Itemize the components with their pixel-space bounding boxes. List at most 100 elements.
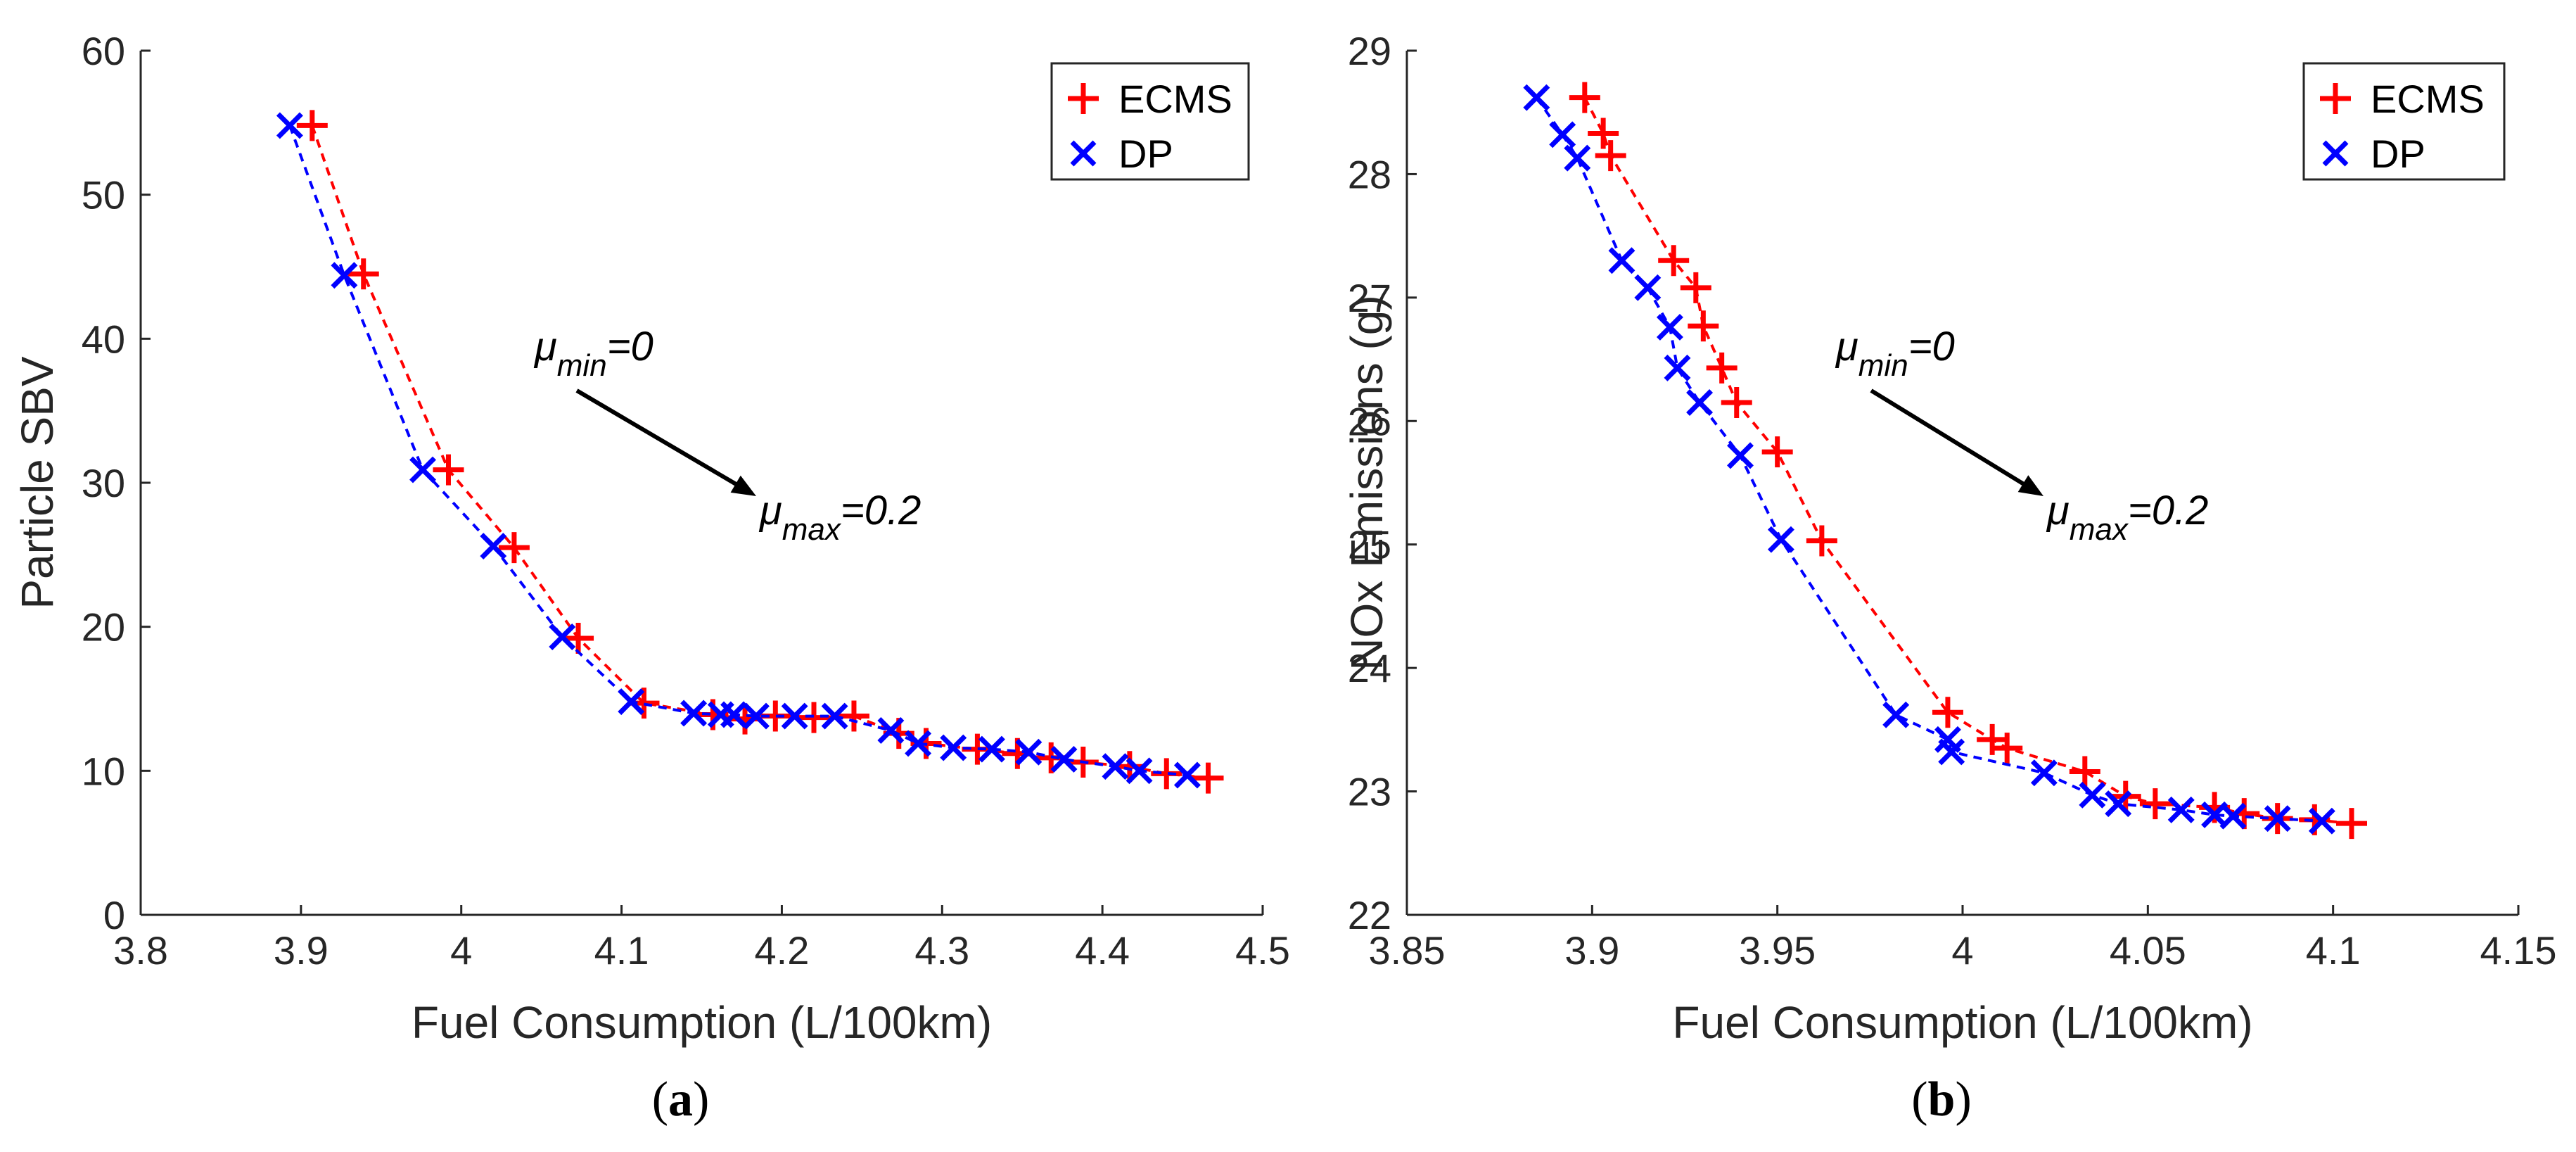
legend-label: DP xyxy=(2371,132,2425,176)
x-tick-label: 3.85 xyxy=(1369,928,1446,973)
y-tick-label: 20 xyxy=(82,605,125,650)
y-tick-label: 0 xyxy=(103,893,125,937)
marker-stroke xyxy=(409,456,437,483)
marker-stroke xyxy=(978,735,1005,763)
data-point-dp xyxy=(1686,388,1714,416)
marker-stroke xyxy=(2030,759,2058,787)
legend-box xyxy=(2302,62,2506,181)
data-point-dp xyxy=(1882,701,1910,728)
marker-stroke xyxy=(680,700,708,727)
data-point-ecms xyxy=(347,258,379,290)
y-tick-label: 26 xyxy=(1348,399,1391,443)
data-point-dp xyxy=(2079,781,2106,809)
marker-stroke xyxy=(1015,738,1042,766)
x-tick-label: 4.2 xyxy=(754,928,809,973)
series-line-dp xyxy=(288,125,1188,777)
mu-max-label: μmax=0.2 xyxy=(2046,488,2208,547)
data-point-dp xyxy=(821,702,848,730)
marker-stroke xyxy=(1664,354,1691,381)
legend-marker xyxy=(1070,140,1097,167)
arrow-line xyxy=(1870,388,2038,494)
marker-stroke xyxy=(1634,274,1662,301)
legend-label: ECMS xyxy=(2371,77,2485,121)
data-point-dp xyxy=(1523,84,1550,111)
legend: ECMS DP xyxy=(2302,62,2506,181)
data-point-dp xyxy=(1767,526,1794,553)
legend: ECMS DP xyxy=(1050,62,1250,181)
data-point-dp xyxy=(1173,761,1201,789)
mu-min-label: μmin=0 xyxy=(1835,324,1955,383)
marker-stroke xyxy=(877,717,905,745)
x-tick-label: 4.4 xyxy=(1075,928,1130,973)
data-point-dp xyxy=(1015,738,1042,766)
data-point-ecms xyxy=(1761,436,1793,468)
x-tick-label: 4.5 xyxy=(1235,928,1290,973)
data-point-dp xyxy=(1549,121,1576,148)
marker-stroke xyxy=(1934,726,1961,753)
marker-stroke xyxy=(618,688,645,716)
data-point-dp xyxy=(905,730,932,757)
y-tick-label: 24 xyxy=(1348,646,1391,690)
mu-min-label: μmin=0 xyxy=(533,324,653,383)
data-point-ecms xyxy=(563,623,594,654)
data-point-ecms xyxy=(498,532,530,564)
x-tick-label: 3.9 xyxy=(1564,928,1619,973)
marker-stroke xyxy=(331,262,358,289)
data-point-ecms xyxy=(1932,697,1963,728)
y-tick-label: 28 xyxy=(1348,152,1391,196)
y-tick-label: 10 xyxy=(82,749,125,793)
data-point-dp xyxy=(1126,757,1153,785)
y-tick-label: 29 xyxy=(1348,29,1391,73)
marker-stroke xyxy=(1564,144,1591,172)
marker-stroke xyxy=(1882,701,1910,728)
data-point-ecms xyxy=(2069,756,2100,787)
data-point-ecms xyxy=(433,454,464,486)
data-point-ecms xyxy=(798,702,829,733)
y-tick-label: 50 xyxy=(82,173,125,217)
y-tick-label: 22 xyxy=(1348,893,1391,937)
legend-box xyxy=(1050,62,1250,181)
arrow-head xyxy=(2017,475,2043,496)
marker-stroke xyxy=(1608,247,1635,274)
mu-annotation: μmin=0 μmax=0.2 xyxy=(1835,324,2208,547)
marker-stroke xyxy=(2167,796,2195,823)
y-tick-label: 25 xyxy=(1348,523,1391,567)
marker-stroke xyxy=(2219,802,2247,830)
arrow-line xyxy=(575,388,751,494)
data-point-dp xyxy=(1050,745,1078,773)
data-point-ecms xyxy=(1991,733,2023,764)
x-tick-label: 4 xyxy=(1951,928,1973,973)
legend-entry-dp: DP xyxy=(2322,132,2425,176)
x-tick-label: 3.8 xyxy=(113,928,168,973)
data-point-dp xyxy=(1656,313,1683,341)
data-point-dp xyxy=(549,624,576,650)
panel-label: (b) xyxy=(1911,1072,1972,1127)
data-point-ecms xyxy=(1688,310,1719,342)
marker-stroke xyxy=(276,112,303,139)
y-tick-label: 30 xyxy=(82,461,125,505)
mu-max-label: μmax=0.2 xyxy=(758,488,921,547)
x-tick-label: 4.1 xyxy=(2306,928,2361,973)
data-point-dp xyxy=(2105,790,2132,818)
marker-stroke xyxy=(2079,781,2106,809)
data-point-ecms xyxy=(1806,525,1837,557)
x-axis-label: Fuel Consumption (L/100km) xyxy=(412,997,992,1048)
data-point-ecms xyxy=(296,110,328,141)
data-point-dp xyxy=(680,700,708,727)
marker-stroke xyxy=(1126,757,1153,785)
series-line-ecms xyxy=(1583,96,2352,825)
marker-stroke xyxy=(940,734,967,761)
data-point-dp xyxy=(781,702,808,730)
series-line-dp xyxy=(1535,96,2323,823)
x-tick-label: 4 xyxy=(450,928,472,973)
data-point-dp xyxy=(2030,759,2058,787)
data-point-ecms xyxy=(2336,808,2367,840)
legend-label: DP xyxy=(1118,132,1173,176)
data-point-dp xyxy=(720,701,748,728)
mu-annotation: μmin=0 μmax=0.2 xyxy=(533,324,921,547)
data-point-dp xyxy=(2308,807,2335,835)
series-line-ecms xyxy=(310,125,1209,780)
data-point-ecms xyxy=(2139,788,2171,820)
data-point-ecms xyxy=(1595,140,1626,172)
